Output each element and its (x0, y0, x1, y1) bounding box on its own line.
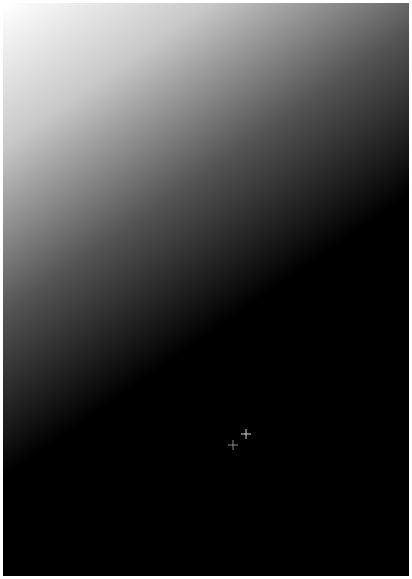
crosshair-secondary (228, 440, 238, 450)
gradient-field[interactable] (3, 3, 409, 576)
crosshair (241, 429, 251, 439)
